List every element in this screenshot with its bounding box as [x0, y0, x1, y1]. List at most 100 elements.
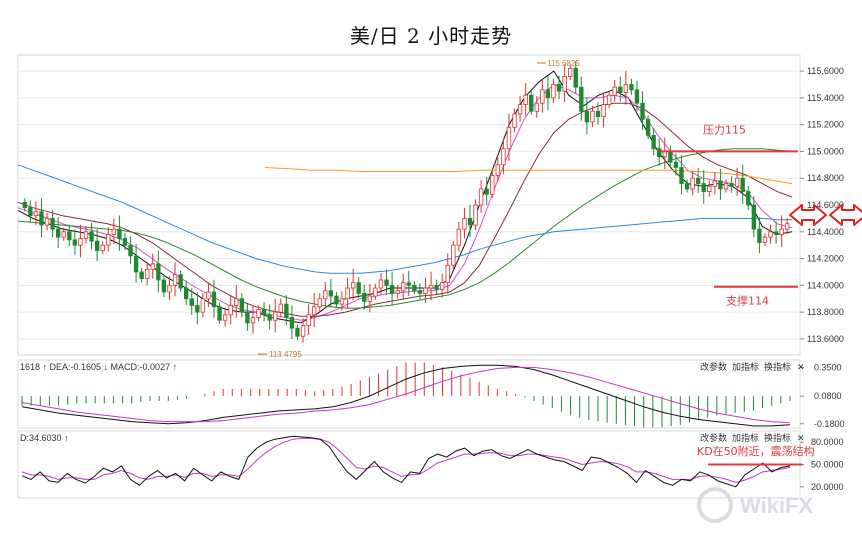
candle-body	[606, 94, 612, 105]
candle-body	[679, 167, 684, 184]
main-y-tick-label: 114.8000	[807, 173, 844, 183]
watermark-logo-icon	[697, 487, 733, 523]
candle-body	[145, 268, 150, 280]
candle-body	[250, 317, 256, 324]
range-arrow-icon-2	[829, 204, 862, 226]
kdj-panel: 80.0000 50.0000 20.0000 KD在50附近，震荡结构 D:34.60…	[17, 430, 844, 499]
candle-body	[300, 325, 306, 337]
candle-body	[690, 177, 695, 190]
main-y-tick-label: 115.6000	[807, 66, 844, 76]
macd-menu-item: 加指标	[732, 361, 759, 373]
kdj-d-line	[21, 437, 791, 483]
candle-body	[111, 228, 117, 235]
candle-body	[595, 110, 601, 118]
candle-body	[757, 228, 762, 243]
macd-values-label: 1618 ↑ DEA:-0.1605 ↓ MACD:-0.0027 ↑	[20, 362, 177, 372]
candle-body	[22, 201, 27, 209]
candle-body	[33, 211, 39, 217]
candle-body	[417, 290, 423, 294]
kdj-annotation: KD在50附近，震荡结构	[697, 444, 815, 458]
main-y-tick-label: 114.4000	[807, 227, 844, 237]
candle-body	[167, 284, 172, 293]
kdj-menu-item: ✕	[797, 434, 805, 444]
candle-body	[651, 134, 656, 150]
candle-body	[545, 89, 551, 99]
candle-body	[284, 303, 289, 318]
candle-body	[751, 204, 757, 230]
candle-body	[746, 191, 751, 206]
candle-body	[317, 298, 322, 308]
candle-body	[456, 228, 462, 246]
candle-body	[779, 228, 784, 235]
main-y-tick-label: 115.4000	[807, 93, 844, 103]
candle-body	[501, 148, 506, 166]
candle-body	[740, 177, 745, 193]
candle-body	[278, 303, 283, 313]
candle-body	[473, 204, 478, 226]
candle-body	[618, 86, 623, 93]
moving-average-line	[17, 164, 792, 274]
candle-body	[228, 305, 233, 316]
moving-average-line	[17, 83, 793, 321]
candle-body	[517, 104, 523, 115]
candle-body	[195, 305, 200, 313]
candle-body	[234, 298, 239, 306]
candle-body	[39, 211, 44, 226]
candle-body	[78, 238, 83, 246]
candle-body	[239, 298, 245, 313]
candle-body	[50, 217, 55, 230]
candle-body	[55, 228, 61, 238]
candle-body	[67, 231, 72, 241]
candle-body	[289, 317, 295, 329]
candle-body	[183, 287, 189, 300]
candle-body	[306, 314, 311, 326]
candle-body	[117, 228, 122, 239]
candle-body	[629, 84, 634, 91]
kdj-plot-frame	[17, 430, 801, 499]
candle-body	[734, 177, 740, 187]
candle-body	[83, 231, 89, 239]
candle-body	[367, 295, 373, 302]
candle-body	[172, 274, 178, 286]
candle-body	[406, 282, 411, 286]
candle-body	[495, 164, 501, 176]
candle-body	[128, 244, 133, 257]
candle-body	[490, 175, 495, 195]
kdj-menu-item: 加指标	[732, 432, 759, 444]
candle-body	[200, 298, 206, 313]
moving-average-line	[17, 102, 793, 317]
macd-y-tick-label: -0.1800	[814, 419, 845, 429]
candle-body	[451, 244, 456, 266]
candle-body	[623, 84, 629, 93]
candle-body	[657, 148, 662, 158]
candle-body	[44, 217, 50, 226]
macd-plot-frame	[17, 359, 801, 429]
candle-body	[695, 177, 701, 184]
candle-body	[94, 240, 100, 251]
kdj-values-label: D:34.6030 ↑	[20, 433, 69, 443]
candle-body	[729, 183, 734, 187]
candle-body	[579, 86, 584, 112]
low-price-label: 113.4795	[269, 350, 302, 359]
candle-body	[122, 238, 128, 246]
candle-body	[150, 263, 155, 270]
candle-body	[556, 84, 562, 92]
candle-body	[106, 234, 111, 246]
candle-body	[245, 311, 250, 324]
candle-body	[712, 180, 718, 187]
resistance-label: 压力115	[703, 123, 746, 136]
candle-body	[401, 282, 406, 292]
candle-body	[512, 113, 517, 128]
candle-body	[211, 291, 217, 308]
candle-body	[378, 279, 384, 289]
kdj-y-tick-label: 20.0000	[811, 482, 844, 492]
main-candlestick-panel: 115.6000 115.4000 115.2000 115.0000 114.8000…	[17, 54, 844, 359]
macd-panel: 0.3500 0.0800 -0.1800 1618 ↑ DEA:-0.1605 ↓ …	[17, 359, 845, 429]
candle-body	[428, 284, 434, 289]
candle-body	[529, 94, 534, 112]
candle-body	[439, 282, 445, 290]
range-arrow-icon	[789, 204, 827, 226]
candle-body	[156, 263, 161, 281]
candle-body	[395, 290, 400, 294]
